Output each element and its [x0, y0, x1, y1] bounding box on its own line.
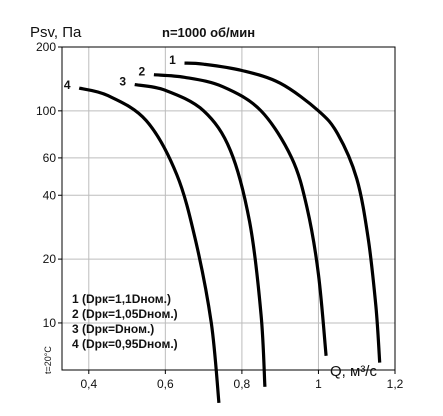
chart-title: n=1000 об/мин — [162, 25, 255, 40]
legend: 1 (Dрк=1,1Dном.) 2 (Dрк=1,05Dном.) 3 (Dр… — [72, 292, 178, 351]
temperature-note: t=20°C — [43, 346, 53, 374]
y-tick-label: 100 — [36, 104, 56, 118]
x-tick-label: 0,6 — [157, 377, 174, 391]
series-line-1 — [184, 61, 382, 363]
y-axis-title: Psv, Па — [30, 24, 82, 41]
label-layer: 1 23 4 — [64, 53, 176, 92]
curve-layer — [78, 61, 382, 404]
series-label-3: 3 — [119, 75, 126, 89]
legend-entry-4: 4 (Dрк=0,95Dном.) — [72, 337, 178, 351]
y-tick-label: 200 — [36, 40, 56, 54]
series-label-4: 4 — [64, 78, 71, 92]
plot-frame — [61, 46, 396, 371]
series-line-2 — [153, 73, 328, 356]
x-tick-label: 0,8 — [234, 377, 251, 391]
series-label-1: 1 — [169, 53, 176, 67]
legend-entry-1: 1 (Dрк=1,1Dном.) — [72, 292, 171, 306]
y-tick-label: 60 — [43, 151, 57, 165]
x-tick-label: 1 — [315, 377, 322, 391]
legend-entry-3: 3 (Dрк=Dном.) — [72, 322, 154, 336]
y-tick-label: 40 — [43, 188, 57, 202]
y-tick-label: 20 — [43, 252, 57, 266]
tick-layer: 10 20 40 60 100 200 0,4 0,6 0,8 1 1,2 — [36, 40, 404, 391]
x-tick-label: 0,4 — [80, 377, 97, 391]
y-tick-label: 10 — [43, 316, 57, 330]
x-tick-label: 1,2 — [387, 377, 404, 391]
series-line-3 — [134, 83, 267, 387]
series-label-2: 2 — [139, 65, 146, 79]
legend-entry-2: 2 (Dрк=1,05Dном.) — [72, 307, 178, 321]
x-axis-title: Q, м³/с — [330, 363, 377, 380]
series-line-4 — [78, 86, 221, 404]
